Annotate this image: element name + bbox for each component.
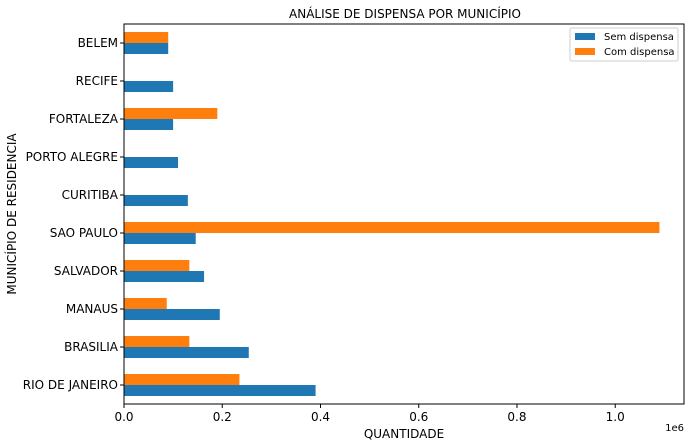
y-tick-label-curitiba: CURITIBA <box>62 188 119 202</box>
bar-sem-dispensa-sao-paulo <box>124 233 196 244</box>
bar-com-dispensa-manaus <box>124 298 167 309</box>
x-tick-label: 0.0 <box>114 410 133 424</box>
bar-sem-dispensa-recife <box>124 81 174 92</box>
bar-com-dispensa-brasilia <box>124 336 190 347</box>
bar-sem-dispensa-curitiba <box>124 195 188 206</box>
x-tick-label: 0.6 <box>409 410 428 424</box>
y-axis-title: MUNICÍPIO DE RESIDENCIA <box>4 133 19 295</box>
x-axis-title: QUANTIDADE <box>364 427 444 441</box>
y-axis: RIO DE JANEIRO BRASILIA MANAUS SALVADOR SAO … <box>23 36 124 392</box>
bar-sem-dispensa-rio-de-janeiro <box>124 385 316 396</box>
bar-sem-dispensa-fortaleza <box>124 119 174 130</box>
y-tick-label-manaus: MANAUS <box>66 302 118 316</box>
y-tick-label-recife: RECIFE <box>76 74 118 88</box>
y-tick-label-sao-paulo: SAO PAULO <box>50 226 118 240</box>
x-tick-label: 1.0 <box>606 410 625 424</box>
bar-sem-dispensa-porto-alegre <box>124 157 179 168</box>
x-tick-label: 0.4 <box>311 410 330 424</box>
legend-label-sem-dispensa: Sem dispensa <box>604 32 674 43</box>
bar-sem-dispensa-brasilia <box>124 347 249 358</box>
bar-sem-dispensa-belem <box>124 43 169 54</box>
bar-com-dispensa-fortaleza <box>124 108 218 119</box>
legend: Sem dispensa Com dispensa <box>569 27 679 62</box>
chart-title: ANÁLISE DE DISPENSA POR MUNICÍPIO <box>289 6 521 21</box>
x-axis-offset-label: 1e6 <box>665 423 684 434</box>
bar-sem-dispensa-salvador <box>124 271 205 282</box>
y-tick-label-porto-alegre: PORTO ALEGRE <box>26 150 118 164</box>
y-tick-label-rio-de-janeiro: RIO DE JANEIRO <box>23 378 118 392</box>
bar-com-dispensa-belem <box>124 32 169 43</box>
legend-label-com-dispensa: Com dispensa <box>604 47 675 58</box>
y-tick-label-salvador: SALVADOR <box>54 264 118 278</box>
legend-box <box>569 27 679 62</box>
y-tick-label-belem: BELEM <box>78 36 118 50</box>
bar-com-dispensa-salvador <box>124 260 190 271</box>
y-tick-label-fortaleza: FORTALEZA <box>49 112 119 126</box>
bar-com-dispensa-sao-paulo <box>124 222 660 233</box>
legend-swatch-sem-dispensa <box>575 33 595 40</box>
legend-swatch-com-dispensa <box>575 48 595 55</box>
bar-sem-dispensa-manaus <box>124 309 220 320</box>
bar-com-dispensa-rio-de-janeiro <box>124 374 240 385</box>
plot-frame <box>123 23 685 405</box>
x-tick-label: 0.2 <box>213 410 232 424</box>
x-tick-label: 0.8 <box>507 410 526 424</box>
x-axis: 0.0 0.2 0.4 0.6 0.8 1.0 <box>114 404 625 424</box>
bars-layer <box>124 32 660 396</box>
y-tick-label-brasilia: BRASILIA <box>64 340 119 354</box>
